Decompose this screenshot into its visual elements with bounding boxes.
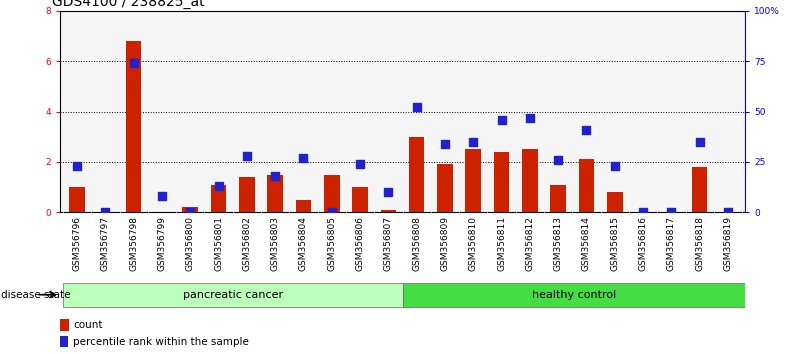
Point [552,157,565,163]
Bar [324,175,340,212]
Point [184,210,197,215]
Text: pancreatic cancer: pancreatic cancer [183,290,283,300]
Point [354,161,367,167]
Bar [296,200,312,212]
Text: GSM356799: GSM356799 [158,216,167,271]
Bar [63,283,402,307]
Text: GSM356806: GSM356806 [356,216,364,271]
Bar [550,185,566,212]
Point [212,183,225,189]
Bar [493,152,509,212]
Bar [268,175,283,212]
Point [240,153,253,159]
Point [127,60,140,66]
Text: GSM356809: GSM356809 [441,216,449,271]
Text: GSM356813: GSM356813 [553,216,562,271]
Point [297,155,310,161]
Point [608,163,621,169]
Text: GSM356814: GSM356814 [582,216,591,271]
Point [438,141,451,147]
Text: GSM356815: GSM356815 [610,216,619,271]
Bar [380,210,396,212]
Text: GDS4100 / 238825_at: GDS4100 / 238825_at [52,0,205,9]
Point [99,210,112,215]
Text: healthy control: healthy control [532,290,616,300]
Text: GSM356803: GSM356803 [271,216,280,271]
Text: GSM356818: GSM356818 [695,216,704,271]
Text: GSM356811: GSM356811 [497,216,506,271]
Bar [465,149,481,212]
Bar [211,185,227,212]
Text: GSM356801: GSM356801 [214,216,223,271]
Bar [578,159,594,212]
Bar [402,283,745,307]
Point [495,117,508,122]
Text: GSM356805: GSM356805 [328,216,336,271]
Point [580,127,593,132]
Point [637,210,650,215]
Text: percentile rank within the sample: percentile rank within the sample [73,337,249,347]
Bar [183,207,198,212]
Point [722,210,735,215]
Text: GSM356800: GSM356800 [186,216,195,271]
Text: disease state: disease state [1,290,70,300]
Bar [692,167,707,212]
Bar [437,165,453,212]
Bar [409,137,425,212]
Text: GSM356804: GSM356804 [299,216,308,271]
Bar [126,41,142,212]
Point [665,210,678,215]
Bar [352,187,368,212]
Text: GSM356817: GSM356817 [667,216,676,271]
Text: GSM356798: GSM356798 [129,216,138,271]
Bar [239,177,255,212]
Bar [69,187,85,212]
Bar [522,149,537,212]
Point [382,189,395,195]
Text: GSM356797: GSM356797 [101,216,110,271]
Point [410,105,423,110]
Point [693,139,706,144]
Text: GSM356807: GSM356807 [384,216,392,271]
Text: count: count [73,320,103,330]
Text: GSM356810: GSM356810 [469,216,477,271]
Text: GSM356816: GSM356816 [638,216,647,271]
Bar [607,192,622,212]
Text: GSM356796: GSM356796 [73,216,82,271]
Point [523,115,536,120]
Point [325,210,338,215]
Point [269,173,282,179]
Text: GSM356812: GSM356812 [525,216,534,271]
Bar [60,319,69,331]
Text: GSM356819: GSM356819 [723,216,732,271]
Point [155,193,168,199]
Point [467,139,480,144]
Point [70,163,83,169]
Text: GSM356808: GSM356808 [413,216,421,271]
Text: GSM356802: GSM356802 [243,216,252,271]
Bar [60,336,67,347]
